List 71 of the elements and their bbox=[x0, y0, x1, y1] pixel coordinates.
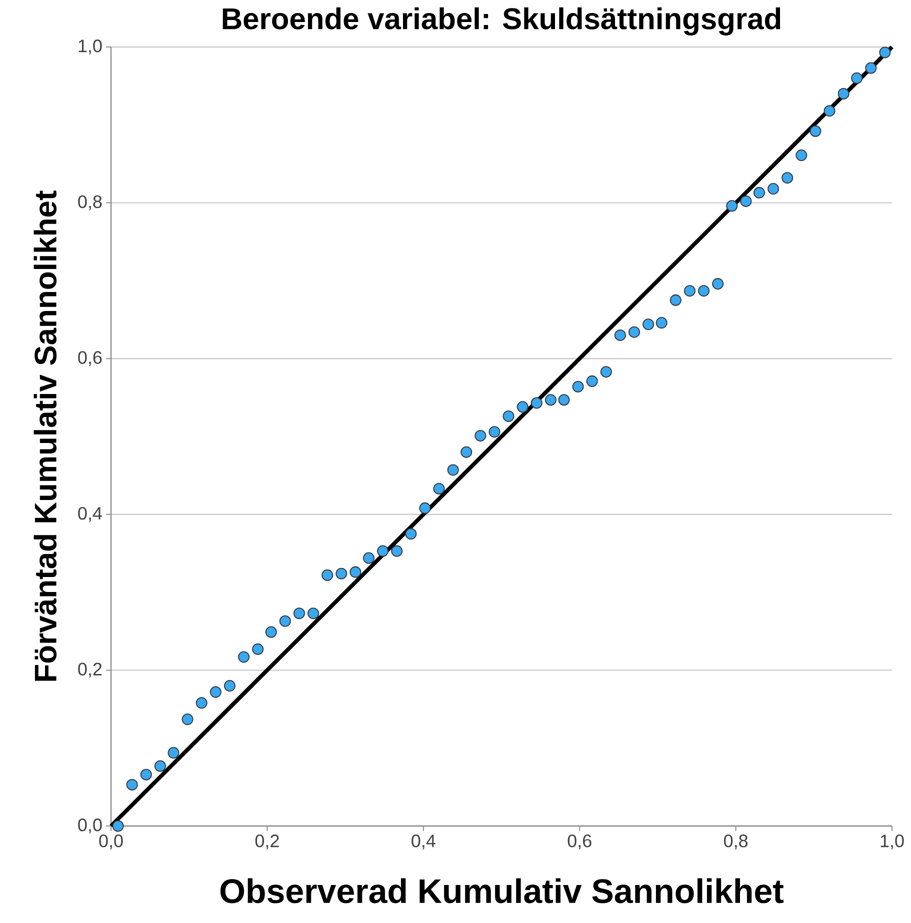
point bbox=[238, 651, 250, 663]
point bbox=[336, 568, 348, 580]
point bbox=[865, 62, 877, 74]
point bbox=[544, 394, 556, 406]
point bbox=[362, 552, 374, 564]
point bbox=[405, 528, 417, 540]
point bbox=[614, 329, 626, 341]
point bbox=[140, 768, 152, 780]
point bbox=[586, 375, 598, 387]
x-axis-title: Observerad Kumulativ Sannolikhet bbox=[220, 878, 784, 904]
point bbox=[168, 747, 180, 759]
point bbox=[712, 278, 724, 290]
point bbox=[558, 394, 570, 406]
point bbox=[838, 88, 850, 100]
point bbox=[265, 626, 277, 638]
point bbox=[252, 643, 264, 655]
point bbox=[782, 172, 794, 184]
point bbox=[474, 430, 486, 442]
point bbox=[684, 285, 696, 297]
point bbox=[726, 200, 738, 212]
x-tick-label: 0,6 bbox=[568, 834, 592, 850]
y-axis-title: Förväntad Kumulativ Sannolikhet bbox=[34, 190, 57, 681]
point bbox=[851, 72, 863, 84]
point bbox=[698, 285, 710, 297]
point bbox=[810, 125, 822, 137]
point bbox=[182, 714, 194, 726]
point bbox=[279, 615, 291, 627]
point bbox=[224, 680, 236, 692]
point bbox=[753, 186, 765, 198]
x-tick-label: 1,0 bbox=[880, 834, 904, 850]
point bbox=[460, 446, 472, 458]
point bbox=[796, 150, 808, 162]
point bbox=[670, 294, 682, 306]
point bbox=[879, 46, 891, 58]
point bbox=[516, 401, 528, 413]
chart-title: Beroende variabel: Skuldsättningsgrad bbox=[222, 7, 780, 36]
point bbox=[572, 380, 584, 392]
y-tick-label: 0,6 bbox=[78, 351, 102, 366]
x-tick-label: 0,2 bbox=[255, 834, 279, 850]
point bbox=[308, 608, 320, 620]
point bbox=[433, 482, 445, 494]
point bbox=[656, 317, 668, 329]
point bbox=[350, 566, 362, 578]
point bbox=[488, 426, 500, 438]
point bbox=[740, 195, 752, 207]
point bbox=[642, 318, 654, 330]
point bbox=[391, 545, 403, 557]
y-tick-label: 0,2 bbox=[78, 662, 102, 678]
x-tick-label: 0,8 bbox=[724, 834, 748, 850]
point bbox=[210, 686, 222, 698]
point bbox=[768, 183, 780, 195]
point bbox=[322, 569, 334, 581]
x-tick-label: 0,0 bbox=[99, 834, 123, 850]
point bbox=[419, 502, 431, 514]
point bbox=[447, 464, 459, 476]
point bbox=[112, 820, 124, 832]
y-tick-label: 0,0 bbox=[78, 818, 102, 834]
point bbox=[377, 545, 389, 557]
y-tick-label: 0,8 bbox=[78, 195, 102, 210]
point bbox=[600, 366, 612, 378]
point bbox=[293, 608, 305, 620]
point bbox=[154, 760, 166, 772]
y-tick-label: 1,0 bbox=[78, 40, 102, 54]
point bbox=[628, 326, 640, 338]
point bbox=[530, 397, 542, 409]
y-tick-label: 0,4 bbox=[78, 506, 102, 522]
point bbox=[126, 778, 138, 790]
point bbox=[824, 105, 836, 117]
point bbox=[502, 410, 514, 422]
x-tick-label: 0,4 bbox=[412, 834, 436, 850]
point bbox=[196, 697, 208, 709]
